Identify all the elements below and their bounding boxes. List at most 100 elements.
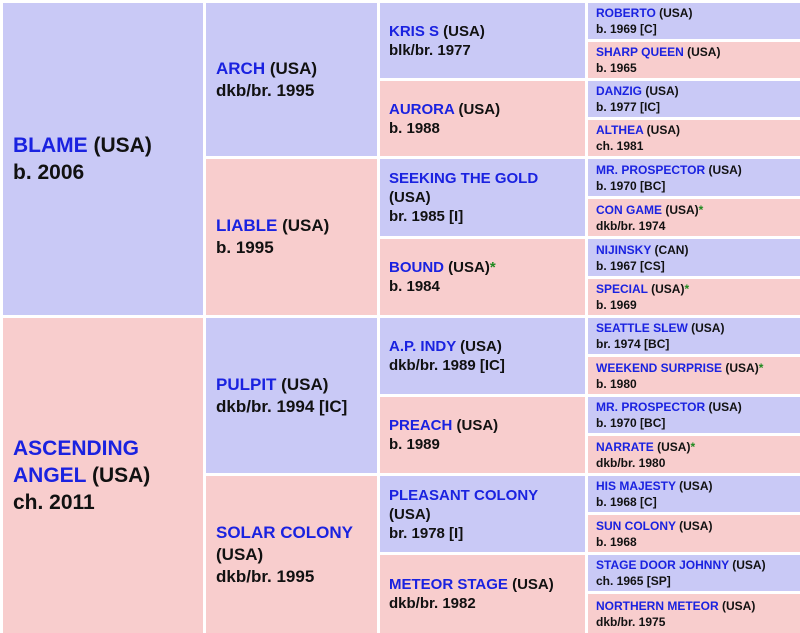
horse-name: SUN COLONY	[596, 518, 676, 533]
horse-country: (USA)	[216, 544, 264, 564]
horse-cell-gen4: MR. PROSPECTOR (USA) b. 1970 [BC]	[588, 159, 800, 196]
horse-name: WEEKEND SURPRISE	[596, 360, 723, 375]
horse-country: (USA)	[705, 162, 742, 177]
horse-cell-gen3: PLEASANT COLONY (USA) br. 1978 [I]	[380, 476, 585, 552]
horse-cell-gen4: CON GAME (USA)* dkb/br. 1974	[588, 199, 800, 236]
horse-name: PREACH	[389, 417, 453, 434]
horse-cell-gen4: SEATTLE SLEW (USA) br. 1974 [BC]	[588, 318, 800, 354]
horse-cell-gen2: ARCH (USA) dkb/br. 1995	[206, 3, 377, 156]
horse-cell-sire: BLAME (USA) b. 2006	[3, 3, 203, 315]
horse-country: (USA)	[507, 576, 554, 593]
horse-name: MR. PROSPECTOR	[596, 162, 706, 177]
horse-cell-gen3: PREACH (USA) b. 1989	[380, 397, 585, 473]
horse-country: (USA)	[455, 338, 502, 355]
horse-name: PULPIT	[216, 374, 277, 394]
horse-cell-gen4: DANZIG (USA) b. 1977 [IC]	[588, 81, 800, 117]
horse-name: AURORA	[389, 100, 455, 118]
horse-name: PLEASANT COLONY	[389, 486, 538, 504]
horse-info: b. 1969 [C]	[596, 22, 657, 36]
horse-name: SOLAR COLONY	[216, 522, 353, 542]
horse-country: (USA)	[389, 189, 431, 206]
horse-info: dkb/br. 1974	[596, 218, 666, 233]
horse-country: (USA)	[655, 6, 693, 20]
horse-cell-gen4: SUN COLONY (USA) b. 1968	[588, 515, 800, 552]
horse-star: *	[489, 259, 496, 276]
horse-country: (USA)	[675, 518, 713, 533]
horse-country: (USA)	[705, 400, 742, 414]
horse-name: BOUND	[389, 259, 444, 276]
horse-star: *	[684, 282, 690, 296]
horse-cell-dam: ASCENDING ANGEL (USA) ch. 2011	[3, 318, 203, 633]
horse-info: br. 1985 [I]	[389, 208, 464, 225]
horse-cell-gen2: PULPIT (USA) dkb/br. 1994 [IC]	[206, 318, 377, 473]
horse-info: b. 1988	[389, 119, 440, 137]
horse-info: b. 1967 [CS]	[596, 258, 665, 273]
horse-cell-gen4: HIS MAJESTY (USA) b. 1968 [C]	[588, 476, 800, 512]
horse-cell-gen3: A.P. INDY (USA) dkb/br. 1989 [IC]	[380, 318, 585, 394]
horse-info: b. 1970 [BC]	[596, 416, 666, 430]
horse-cell-gen3: KRIS S (USA) blk/br. 1977	[380, 3, 585, 78]
horse-cell-gen4: ROBERTO (USA) b. 1969 [C]	[588, 3, 800, 39]
horse-cell-gen3: METEOR STAGE (USA) dkb/br. 1982	[380, 555, 585, 633]
horse-name: KRIS S	[389, 22, 440, 40]
horse-info: br. 1978 [I]	[389, 524, 464, 542]
horse-cell-gen4: WEEKEND SURPRISE (USA)* b. 1980	[588, 357, 800, 394]
horse-country: (USA)	[643, 123, 680, 137]
horse-country: (USA)	[444, 259, 490, 276]
horse-name: MR. PROSPECTOR	[596, 400, 706, 414]
horse-name: DANZIG	[596, 84, 642, 98]
horse-cell-gen4: ALTHEA (USA) ch. 1981	[588, 120, 800, 156]
horse-country: (USA)	[277, 216, 330, 235]
horse-info: dkb/br. 1975	[596, 614, 666, 629]
horse-name: NARRATE	[596, 439, 654, 454]
horse-cell-gen4: NARRATE (USA)* dkb/br. 1980	[588, 436, 800, 473]
horse-info: dkb/br. 1994 [IC]	[216, 396, 348, 416]
horse-cell-gen2: SOLAR COLONY (USA) dkb/br. 1995	[206, 476, 377, 633]
horse-name: NIJINSKY	[596, 242, 652, 257]
horse-info: b. 1977 [IC]	[596, 100, 661, 114]
horse-country: (USA)	[683, 45, 721, 59]
horse-cell-gen2: LIABLE (USA) b. 1995	[206, 159, 377, 315]
horse-name: SHARP QUEEN	[596, 45, 684, 59]
horse-cell-gen4: NIJINSKY (CAN) b. 1967 [CS]	[588, 239, 800, 276]
horse-country: (USA)	[276, 374, 329, 394]
horse-info: b. 1968 [C]	[596, 495, 657, 509]
horse-name: STAGE DOOR JOHNNY	[596, 558, 729, 572]
horse-info: ch. 1981	[596, 139, 644, 153]
horse-country: (USA)	[265, 58, 318, 78]
horse-name: A.P. INDY	[389, 338, 456, 355]
horse-info: b. 1965	[596, 61, 637, 75]
horse-info: dkb/br. 1989 [IC]	[389, 357, 505, 374]
horse-country: (USA)	[452, 417, 499, 434]
horse-name: METEOR STAGE	[389, 576, 508, 593]
horse-name: SEEKING THE GOLD	[389, 170, 539, 187]
horse-cell-gen4: MR. PROSPECTOR (USA) b. 1970 [BC]	[588, 397, 800, 433]
horse-name: SEATTLE SLEW	[596, 321, 688, 335]
horse-cell-gen4: STAGE DOOR JOHNNY (USA) ch. 1965 [SP]	[588, 555, 800, 591]
horse-country: (USA)	[722, 360, 759, 375]
horse-name: LIABLE	[216, 216, 278, 235]
horse-country: (USA)	[86, 464, 151, 487]
horse-info: dkb/br. 1980	[596, 455, 666, 470]
horse-name: ROBERTO	[596, 6, 656, 20]
horse-star: *	[690, 439, 696, 454]
horse-info: dkb/br. 1995	[216, 566, 315, 586]
horse-info: b. 1995	[216, 238, 274, 257]
horse-name: HIS MAJESTY	[596, 479, 676, 493]
horse-info: blk/br. 1977	[389, 41, 471, 59]
horse-country: (USA)	[389, 505, 431, 523]
horse-name: BLAME	[13, 134, 88, 157]
horse-cell-gen4: NORTHERN METEOR (USA) dkb/br. 1975	[588, 594, 800, 633]
horse-country: (USA)	[718, 598, 756, 613]
horse-country: (USA)	[647, 282, 685, 296]
horse-country: (USA)	[87, 134, 152, 157]
horse-cell-gen3: BOUND (USA)* b. 1984	[380, 239, 585, 315]
horse-name: NORTHERN METEOR	[596, 598, 719, 613]
horse-info: b. 2006	[13, 161, 85, 184]
horse-country: (USA)	[653, 439, 691, 454]
horse-country: (USA)	[454, 100, 501, 118]
horse-cell-gen4: SPECIAL (USA)* b. 1969	[588, 279, 800, 315]
horse-name: ARCH	[216, 58, 266, 78]
horse-name: ALTHEA	[596, 123, 644, 137]
horse-country: (USA)	[642, 84, 679, 98]
